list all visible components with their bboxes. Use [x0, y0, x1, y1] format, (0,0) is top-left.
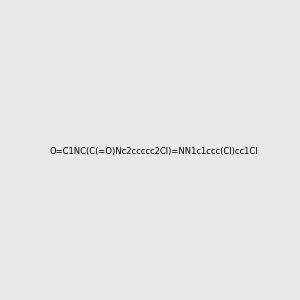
- Text: O=C1NC(C(=O)Nc2ccccc2Cl)=NN1c1ccc(Cl)cc1Cl: O=C1NC(C(=O)Nc2ccccc2Cl)=NN1c1ccc(Cl)cc1…: [50, 147, 258, 156]
